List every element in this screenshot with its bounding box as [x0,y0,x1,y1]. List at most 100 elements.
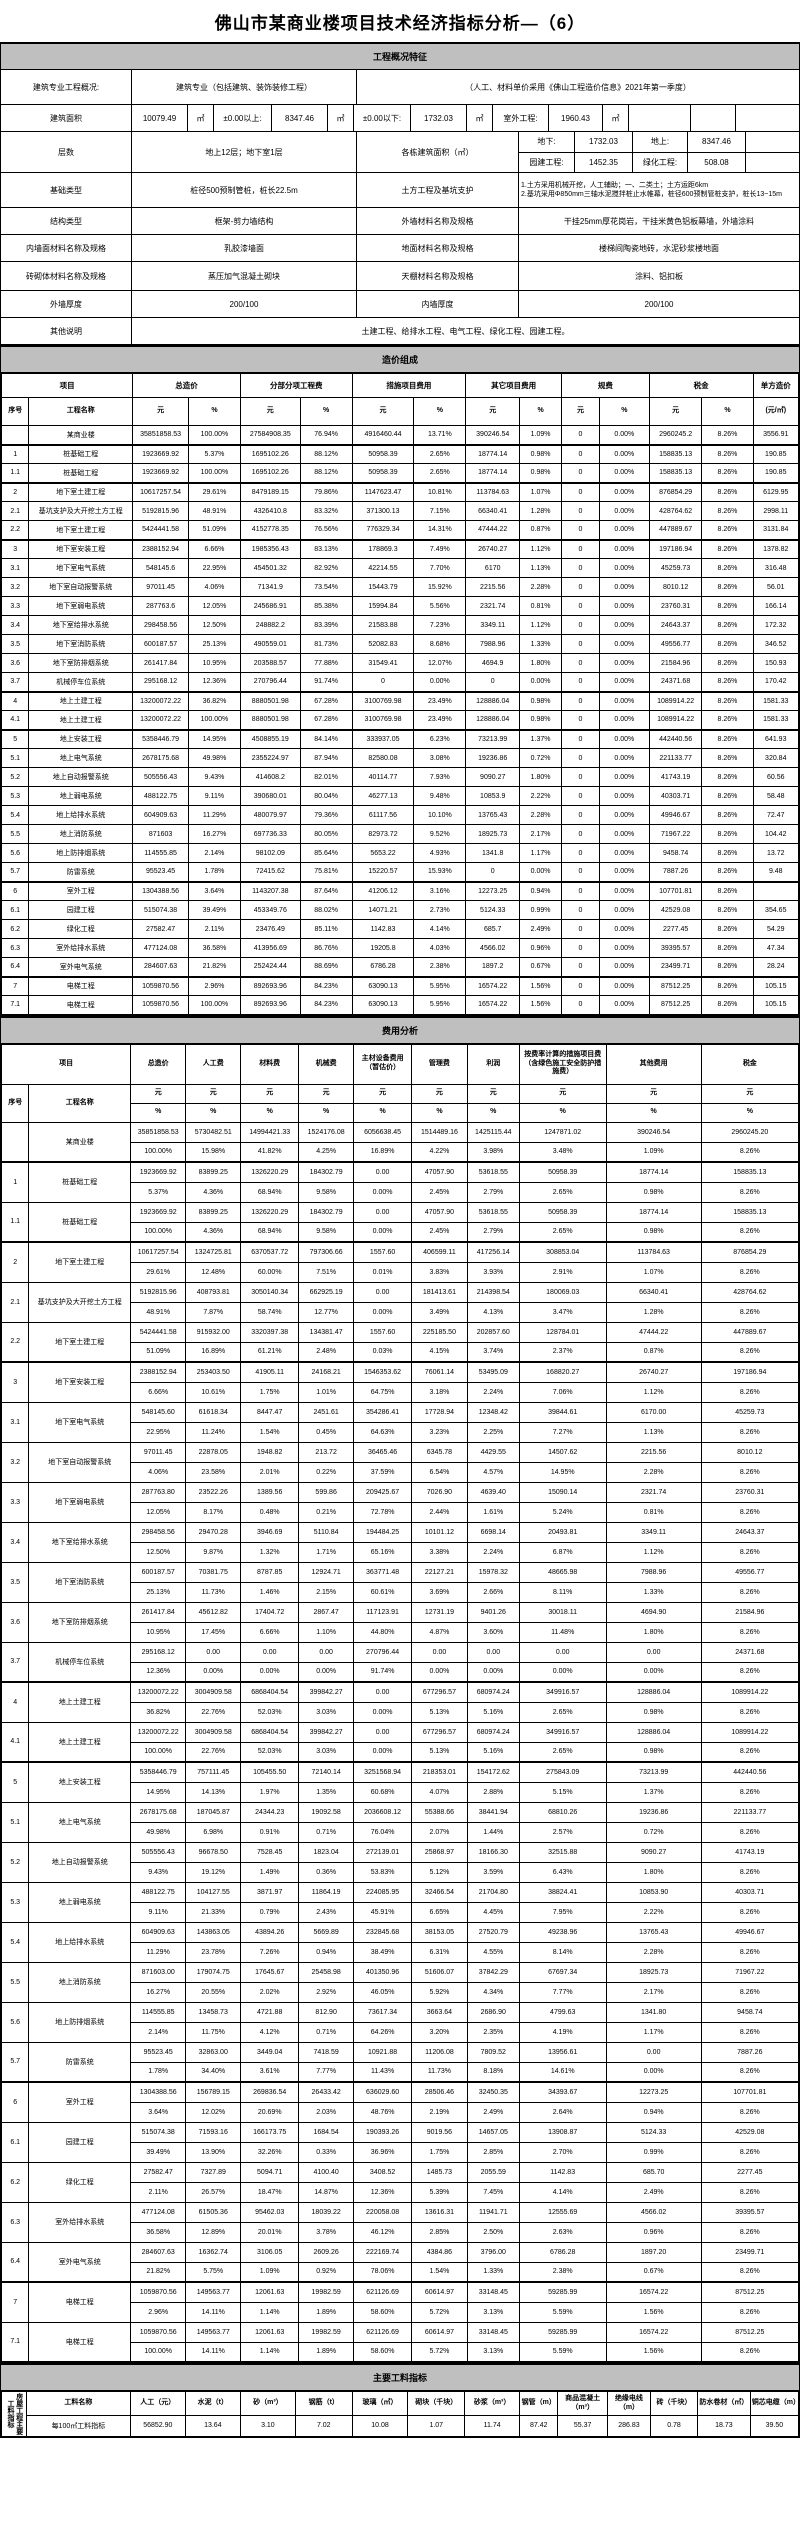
ca-pct-cell: 9.11% [130,1901,187,1923]
ca-pct-cell: 1.61% [466,1501,520,1523]
table-row: 某商业楼 35851858.53 5730482.51 14994421.33 1524… [0,1121,800,1163]
per-building-subrow: 园建工程: 1452.35 绿化工程: 508.08 [519,151,799,172]
ca-yuan-cell: 2277.45 [700,2161,800,2183]
cc-value-cell: 0.98% [519,710,563,730]
ca-yuan-cell: 1948.82 [240,1441,300,1463]
cc-value-cell: 1.80% [519,767,563,787]
cc-value-cell: 1581.33 [752,710,800,730]
table-row: 2.2 地下室土建工程 5424441.58 51.09% 4152778.35 76.5… [0,520,800,540]
ca-yuan-cell: 61505.36 [185,2201,242,2223]
ca-pct-cell: 8.18% [466,2061,520,2083]
cc-seq-cell: 6.2 [0,919,30,939]
cost-composition-table: 项目 总造价 分部分项工程费 措施项目费用 其它项目费用 规费 税金 单方造价 序号 工程名称元%… [0,373,800,1016]
ca-yuan-cell: 45259.73 [700,1401,800,1423]
cost-analysis-table: 项目 总造价 人工费 材料费 机械费 主材设备费用（暂估价） 管理费 利润 按费率计算的措施项目… [0,1043,800,2363]
ca-yuan-cell: 12061.63 [240,2321,300,2343]
cc-seq-cell: 6.3 [0,938,30,958]
mi-value-cell: 3.10 [239,2415,296,2437]
ca-yuan-cell: 10617257.54 [130,1241,187,1263]
ca-pct-unit-header: % [518,1102,607,1123]
ca-yuan-cell: 49946.67 [700,1921,800,1943]
area-value: 10079.49 [131,105,187,131]
table-row: 5.6 地上防排烟系统 114555.85 2.14% 98102.09 85.64% 56… [0,843,800,863]
cc-value-cell: 871603 [132,824,190,844]
ca-pct-cell: 0.00% [298,1661,355,1683]
ca-pct-cell: 8.26% [700,1981,800,2003]
table-row: 1.1 桩基础工程 1923669.92 83899.25 1326220.29 1843… [0,1201,800,1243]
cc-name-header: 工程名称 [28,397,134,426]
ca-yuan-cell: 1546353.62 [353,1361,412,1383]
ca-yuan-cell: 1089914.22 [700,1681,800,1703]
cc-value-cell: 346.52 [752,634,800,654]
cc-value-cell: 1089914.22 [648,690,703,711]
cc-value-cell: 0.00% [598,805,650,825]
ca-yuan-unit-header: 元 [518,1083,607,1104]
report-page: 佛山市某商业楼项目技术经济指标分析—（6） 工程概况特征 建筑专业工程概况: 建… [0,14,800,2438]
ca-pct-cell: 0.71% [298,2021,355,2043]
ca-yuan-cell: 95523.45 [130,2041,187,2063]
ca-pct-cell: 14.11% [185,2341,242,2363]
ca-yuan-cell: 3946.69 [240,1521,300,1543]
cc-group-header: 其它项目费用 [465,373,563,398]
cc-value-cell: 0 [561,728,600,749]
ca-pct-cell: 1.12% [605,1541,702,1563]
ca-pct-cell: 4.06% [130,1461,187,1483]
table-row: 6 室外工程 1304388.56 156789.15 269836.54 26433.4… [0,2081,800,2123]
cc-seq-cell: 3 [0,538,30,559]
ca-pct-cell: 2.91% [518,1261,607,1283]
cc-value-cell: 1.37% [519,728,563,749]
table-row: 3.2 地下室自动报警系统 97011.45 22878.05 1948.82 213.7… [0,1441,800,1483]
ca-yuan-cell: 13956.61 [518,2041,607,2063]
ca-yuan-cell: 6698.14 [466,1521,520,1543]
cc-yuan-unit-header: 元 [561,397,600,426]
ca-yuan-cell: 2388152.94 [130,1361,187,1383]
ca-yuan-cell: 680974.24 [466,1721,520,1743]
ca-yuan-cell: 621126.69 [353,2321,412,2343]
cc-value-cell: 42529.08 [648,900,703,920]
ca-pct-cell: 2.49% [605,2181,702,2203]
cc-value-cell: 2.14% [188,843,241,863]
earthwork-label: 土方工程及基坑支护 [356,173,518,207]
cc-value-cell: 22.95% [188,558,241,578]
ca-pct-cell: 3.03% [298,1741,355,1763]
overview-row-structure: 结构类型 框架-剪力墙结构 外墙材料名称及规格 干挂25mm厚花岗岩，干挂米黄色… [1,207,799,234]
ca-pct-cell: 8.26% [700,2101,800,2123]
cc-value-cell: 1985356.43 [239,538,301,559]
mi-value-cell: 56852.90 [129,2415,186,2437]
overview-row-profile: 建筑专业工程概况: 建筑专业（包括建筑、装饰装修工程） （人工、材料单价采用《佛… [1,70,799,104]
ca-pct-cell: 2.57% [518,1821,607,1843]
cc-value-cell: 8.26% [701,710,754,730]
ca-pct-cell: 6.98% [185,1821,242,1843]
ca-yuan-cell: 685.70 [605,2161,702,2183]
ca-pct-cell: 7.51% [298,1261,355,1283]
ext-wall-value: 干挂25mm厚花岗岩，干挂米黄色铝板幕墙，外墙涂料 [518,208,799,234]
ca-yuan-cell: 11941.71 [466,2201,520,2223]
ca-yuan-cell: 4694.90 [605,1601,702,1623]
table-row: 6.3 室外给排水系统 477124.08 61505.36 95462.03 18039… [0,2201,800,2243]
cc-value-cell: 29.61% [188,481,241,502]
ca-pct-cell: 2.35% [466,2021,520,2043]
cc-value-cell: 0.72% [519,748,563,768]
cc-value-cell: 0 [561,634,600,654]
ca-pct-cell: 4.87% [411,1621,468,1643]
cc-value-cell: 0 [561,672,600,692]
ca-pct-unit-header: % [240,1102,300,1123]
other-notes-value: 土建工程、给排水工程、电气工程、绿化工程、园建工程。 [131,318,799,344]
ca-yuan-cell: 149563.77 [185,2321,242,2343]
ca-pct-cell: 100.00% [130,2341,187,2363]
ca-yuan-unit-header: 元 [411,1083,468,1104]
cc-value-cell: 85.38% [299,596,353,616]
cc-value-cell: 4916460.44 [351,425,415,445]
cc-value-cell: 47.34 [752,938,800,958]
ca-yuan-cell: 53495.09 [466,1361,520,1383]
ca-pct-cell: 0.00% [185,1661,242,1683]
cc-value-cell: 2.28% [519,577,563,597]
cc-value-cell: 8.26% [701,596,754,616]
ca-pct-cell: 7.45% [466,2181,520,2203]
ca-pct-cell: 78.06% [353,2261,412,2283]
cc-value-cell: 0.98% [519,443,563,464]
cc-value-cell: 178869.3 [351,538,415,559]
masonry-value: 蒸压加气混凝土砌块 [131,262,356,290]
ca-pct-cell: 3.74% [466,1341,520,1363]
cc-value-cell: 252424.44 [239,957,301,977]
